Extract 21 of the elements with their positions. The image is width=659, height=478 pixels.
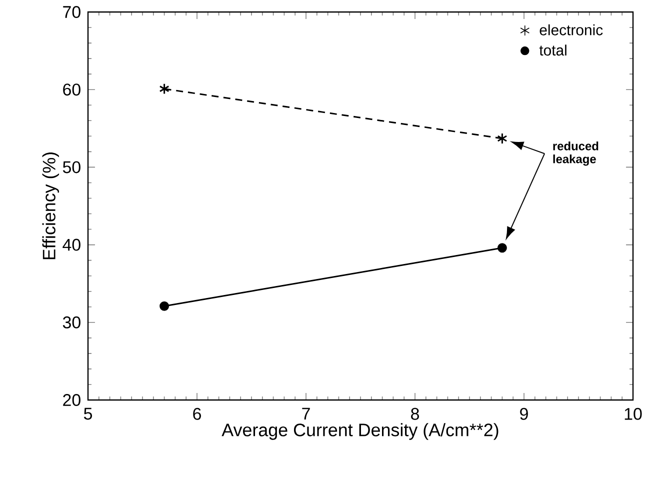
- point: [497, 132, 508, 144]
- point: [497, 243, 507, 253]
- x-tick-label: 8: [411, 408, 419, 420]
- legend-label: electronic: [540, 24, 603, 36]
- x-tick-label: 10: [624, 408, 642, 420]
- x-tick-label: 7: [302, 408, 310, 420]
- legend-label: total: [539, 44, 566, 56]
- annotation: reduced leakage: [553, 142, 598, 166]
- y-tick-label: 40: [62, 238, 80, 251]
- y-tick-label: 30: [62, 316, 80, 328]
- x-axis-title: Average Current Density (A/cm**2): [222, 423, 498, 440]
- y-tick-label: 20: [63, 394, 80, 406]
- y-axis-title: Efficiency (%): [42, 152, 59, 260]
- x-tick-label: 9: [520, 408, 528, 420]
- x-tick-label: 6: [193, 408, 201, 420]
- y-tick-label: 50: [62, 161, 80, 174]
- y-tick-label: 60: [63, 84, 80, 96]
- point: [159, 83, 170, 95]
- point: [160, 301, 170, 311]
- y-tick-label: 70: [63, 6, 80, 18]
- x-tick-label: 5: [84, 408, 92, 420]
